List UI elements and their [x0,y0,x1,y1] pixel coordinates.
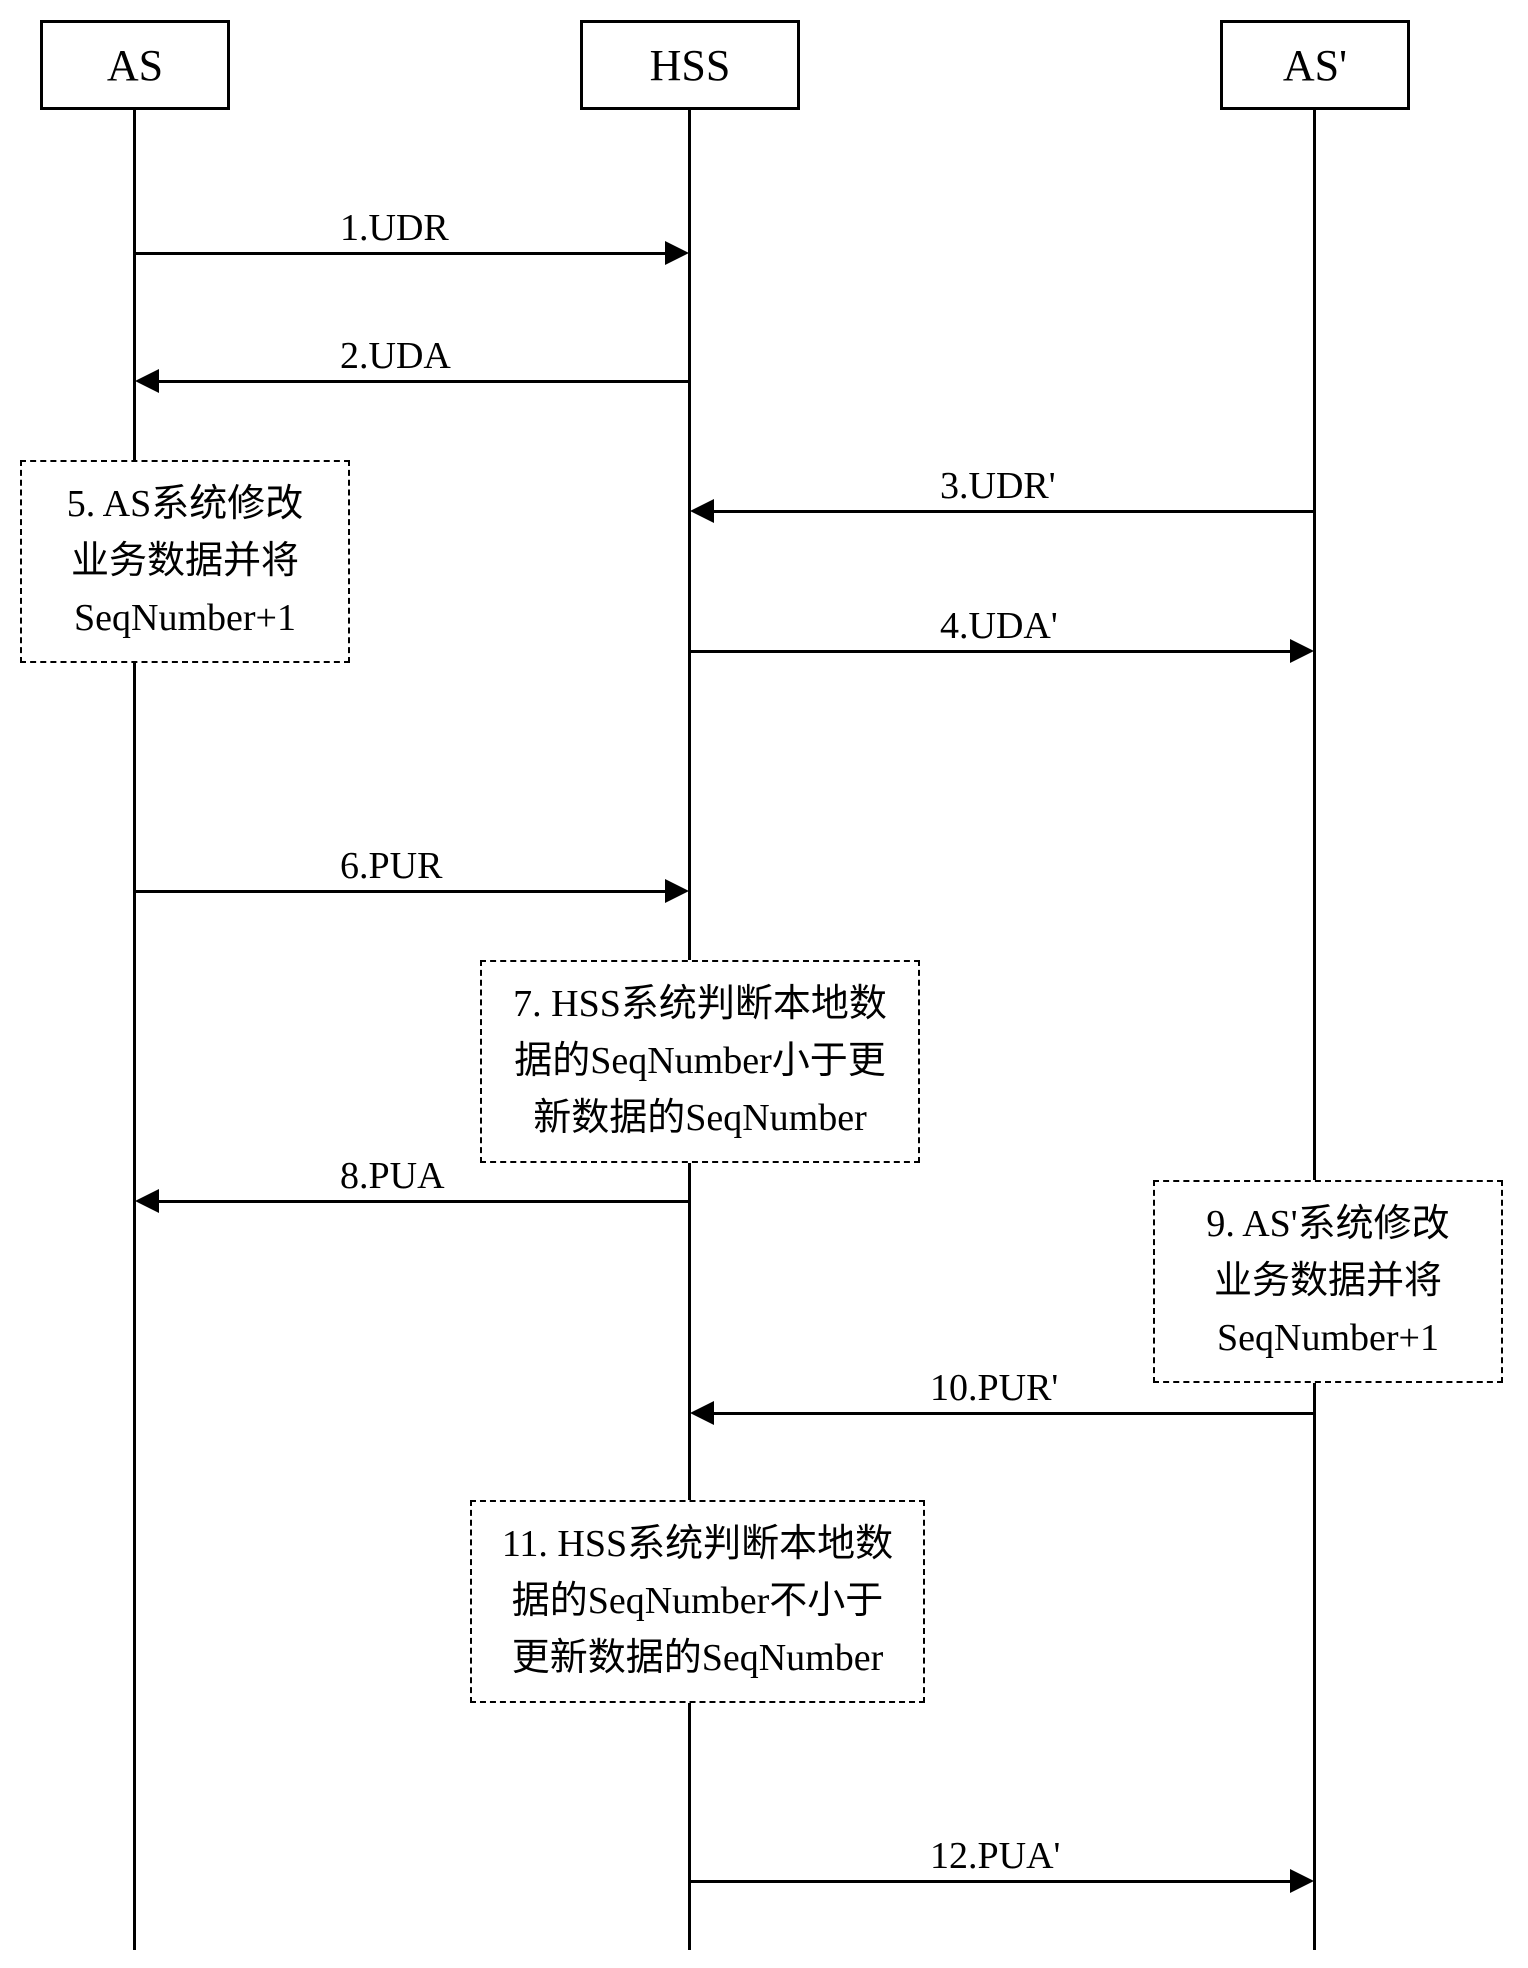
note5-text: 5. AS系统修改 业务数据并将 SeqNumber+1 [67,483,303,639]
note9-box: 9. AS'系统修改 业务数据并将 SeqNumber+1 [1153,1180,1503,1383]
actor-hss-box: HSS [580,20,800,110]
msg1-label: 1.UDR [340,206,449,250]
actor-hss-label: HSS [650,40,731,91]
note5-box: 5. AS系统修改 业务数据并将 SeqNumber+1 [20,460,350,663]
note11-box: 11. HSS系统判断本地数 据的SeqNumber不小于 更新数据的SeqNu… [470,1500,925,1703]
msg3-arrow [690,499,714,523]
msg3-label: 3.UDR' [940,464,1056,508]
lifeline-asp [1313,110,1316,1950]
msg2-arrow [135,369,159,393]
msg6-label: 6.PUR [340,844,442,888]
msg8-line [159,1200,689,1203]
msg1-arrow [665,241,689,265]
note9-text: 9. AS'系统修改 业务数据并将 SeqNumber+1 [1206,1203,1449,1359]
note11-text: 11. HSS系统判断本地数 据的SeqNumber不小于 更新数据的SeqNu… [502,1523,893,1679]
note7-box: 7. HSS系统判断本地数 据的SeqNumber小于更 新数据的SeqNumb… [480,960,920,1163]
msg6-arrow [665,879,689,903]
actor-asp-label: AS' [1283,40,1347,91]
msg8-arrow [135,1189,159,1213]
msg4-arrow [1290,639,1314,663]
actor-asp-box: AS' [1220,20,1410,110]
msg10-label: 10.PUR' [930,1366,1058,1410]
actor-as-label: AS [107,40,163,91]
msg1-line [135,252,665,255]
msg4-label: 4.UDA' [940,604,1058,648]
note7-text: 7. HSS系统判断本地数 据的SeqNumber小于更 新数据的SeqNumb… [513,983,887,1139]
msg6-line [135,890,665,893]
msg3-line [714,510,1314,513]
msg2-label: 2.UDA [340,334,451,378]
msg10-arrow [690,1401,714,1425]
msg12-label: 12.PUA' [930,1834,1060,1878]
msg8-label: 8.PUA [340,1154,445,1198]
actor-as-box: AS [40,20,230,110]
msg4-line [690,650,1290,653]
msg2-line [159,380,689,383]
msg12-arrow [1290,1869,1314,1893]
msg12-line [690,1880,1290,1883]
msg10-line [714,1412,1314,1415]
